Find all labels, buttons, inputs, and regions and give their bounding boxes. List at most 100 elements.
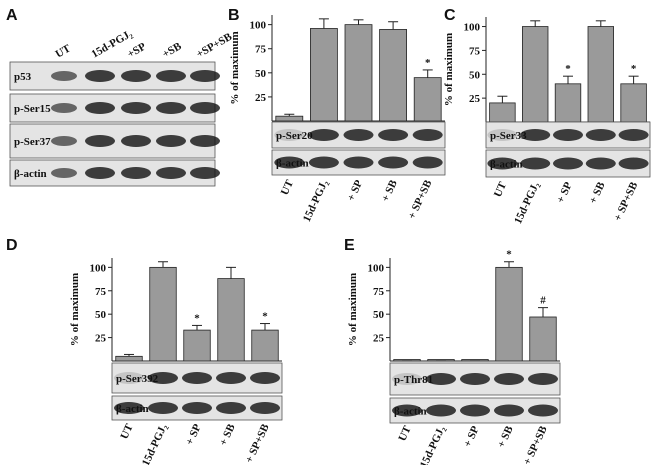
x-tick-label: + SP+SB — [612, 180, 641, 223]
annotation: * — [565, 63, 571, 75]
band — [121, 135, 151, 147]
y-tick-label: 75 — [373, 286, 385, 298]
y-tick-label: 75 — [469, 45, 481, 57]
band — [121, 70, 151, 82]
band — [460, 373, 490, 385]
x-tick-label: 15d-PGJ₂ — [418, 424, 448, 465]
x-tick-label: + SB — [495, 424, 516, 450]
band — [148, 402, 178, 414]
y-tick-label: 75 — [95, 286, 107, 298]
bar — [344, 24, 373, 122]
band — [156, 70, 186, 82]
band — [618, 129, 649, 141]
band — [51, 168, 77, 178]
band — [520, 129, 551, 141]
y-tick-label: 25 — [255, 92, 267, 104]
band — [121, 102, 151, 114]
band — [392, 373, 422, 385]
y-axis-label: % of maximum — [229, 31, 241, 104]
blot-label: p-Ser15 — [14, 103, 51, 115]
band — [494, 373, 524, 385]
y-tick-label: 100 — [368, 262, 385, 274]
y-axis-label: % of maximum — [69, 273, 81, 346]
band — [378, 129, 409, 141]
lane-label: +SP — [126, 41, 149, 61]
band — [487, 157, 518, 170]
error-bar — [422, 69, 433, 78]
bar — [379, 29, 407, 122]
blot-label: β-actin — [394, 406, 427, 418]
x-tick-label: + SB — [587, 180, 608, 206]
band — [412, 156, 443, 169]
x-tick-label: + SP — [462, 424, 482, 449]
error-bar — [353, 19, 364, 25]
band — [85, 135, 115, 147]
error-bar — [124, 353, 134, 357]
band — [114, 372, 144, 384]
x-tick-label: 15d-PGJ₂ — [301, 178, 331, 224]
y-tick-label: 75 — [255, 44, 267, 56]
band — [85, 167, 115, 179]
band — [250, 372, 280, 384]
band — [520, 157, 551, 170]
panel-letter: C — [444, 7, 456, 24]
band — [274, 156, 305, 169]
band — [553, 129, 583, 141]
y-tick-label: 25 — [95, 333, 107, 345]
y-tick-label: 50 — [469, 69, 481, 81]
bar — [217, 278, 245, 362]
annotation: * — [262, 311, 268, 323]
bar — [149, 266, 177, 362]
blot-label: p-Ser33 — [490, 130, 527, 142]
x-tick-label: + SP — [345, 178, 365, 203]
error-bar — [563, 75, 573, 84]
bar — [251, 329, 279, 362]
band — [250, 402, 280, 414]
error-bar — [158, 261, 168, 268]
band — [528, 373, 558, 385]
band — [182, 402, 212, 414]
panel-letter: B — [228, 7, 240, 24]
band — [216, 402, 246, 414]
x-tick-label: + SP+SB — [243, 422, 272, 465]
x-tick-label: UT — [492, 180, 510, 200]
band — [343, 129, 374, 141]
blot-label: β-actin — [14, 168, 47, 180]
error-bar — [318, 18, 329, 29]
band — [274, 129, 305, 141]
y-tick-label: 25 — [469, 93, 481, 105]
band — [182, 372, 212, 384]
y-tick-label: 100 — [90, 262, 107, 274]
y-tick-label: 50 — [373, 309, 385, 321]
y-tick-label: 100 — [250, 20, 267, 32]
x-tick-label: + SB — [379, 178, 400, 204]
bar — [413, 77, 442, 122]
band — [392, 404, 422, 417]
annotation: # — [540, 295, 546, 307]
error-bar — [226, 266, 236, 279]
y-axis-label: % of maximum — [347, 273, 359, 346]
bar — [495, 266, 523, 362]
band — [343, 156, 374, 169]
band — [216, 372, 246, 384]
band — [412, 129, 443, 141]
band — [494, 404, 524, 417]
bar — [275, 115, 304, 122]
blot-label: p-Ser392 — [116, 373, 159, 385]
band — [190, 167, 220, 179]
band — [190, 135, 220, 147]
error-bar — [538, 307, 548, 317]
bar — [554, 83, 582, 123]
error-bar — [628, 75, 639, 84]
error-bar — [497, 95, 508, 103]
bar — [115, 355, 143, 362]
y-tick-label: 25 — [373, 333, 385, 345]
blot-label: β-actin — [276, 158, 309, 170]
error-bar — [388, 21, 399, 30]
band — [114, 402, 144, 414]
x-tick-label: UT — [396, 424, 414, 444]
band — [51, 103, 77, 113]
band — [156, 135, 186, 147]
band — [378, 156, 409, 169]
